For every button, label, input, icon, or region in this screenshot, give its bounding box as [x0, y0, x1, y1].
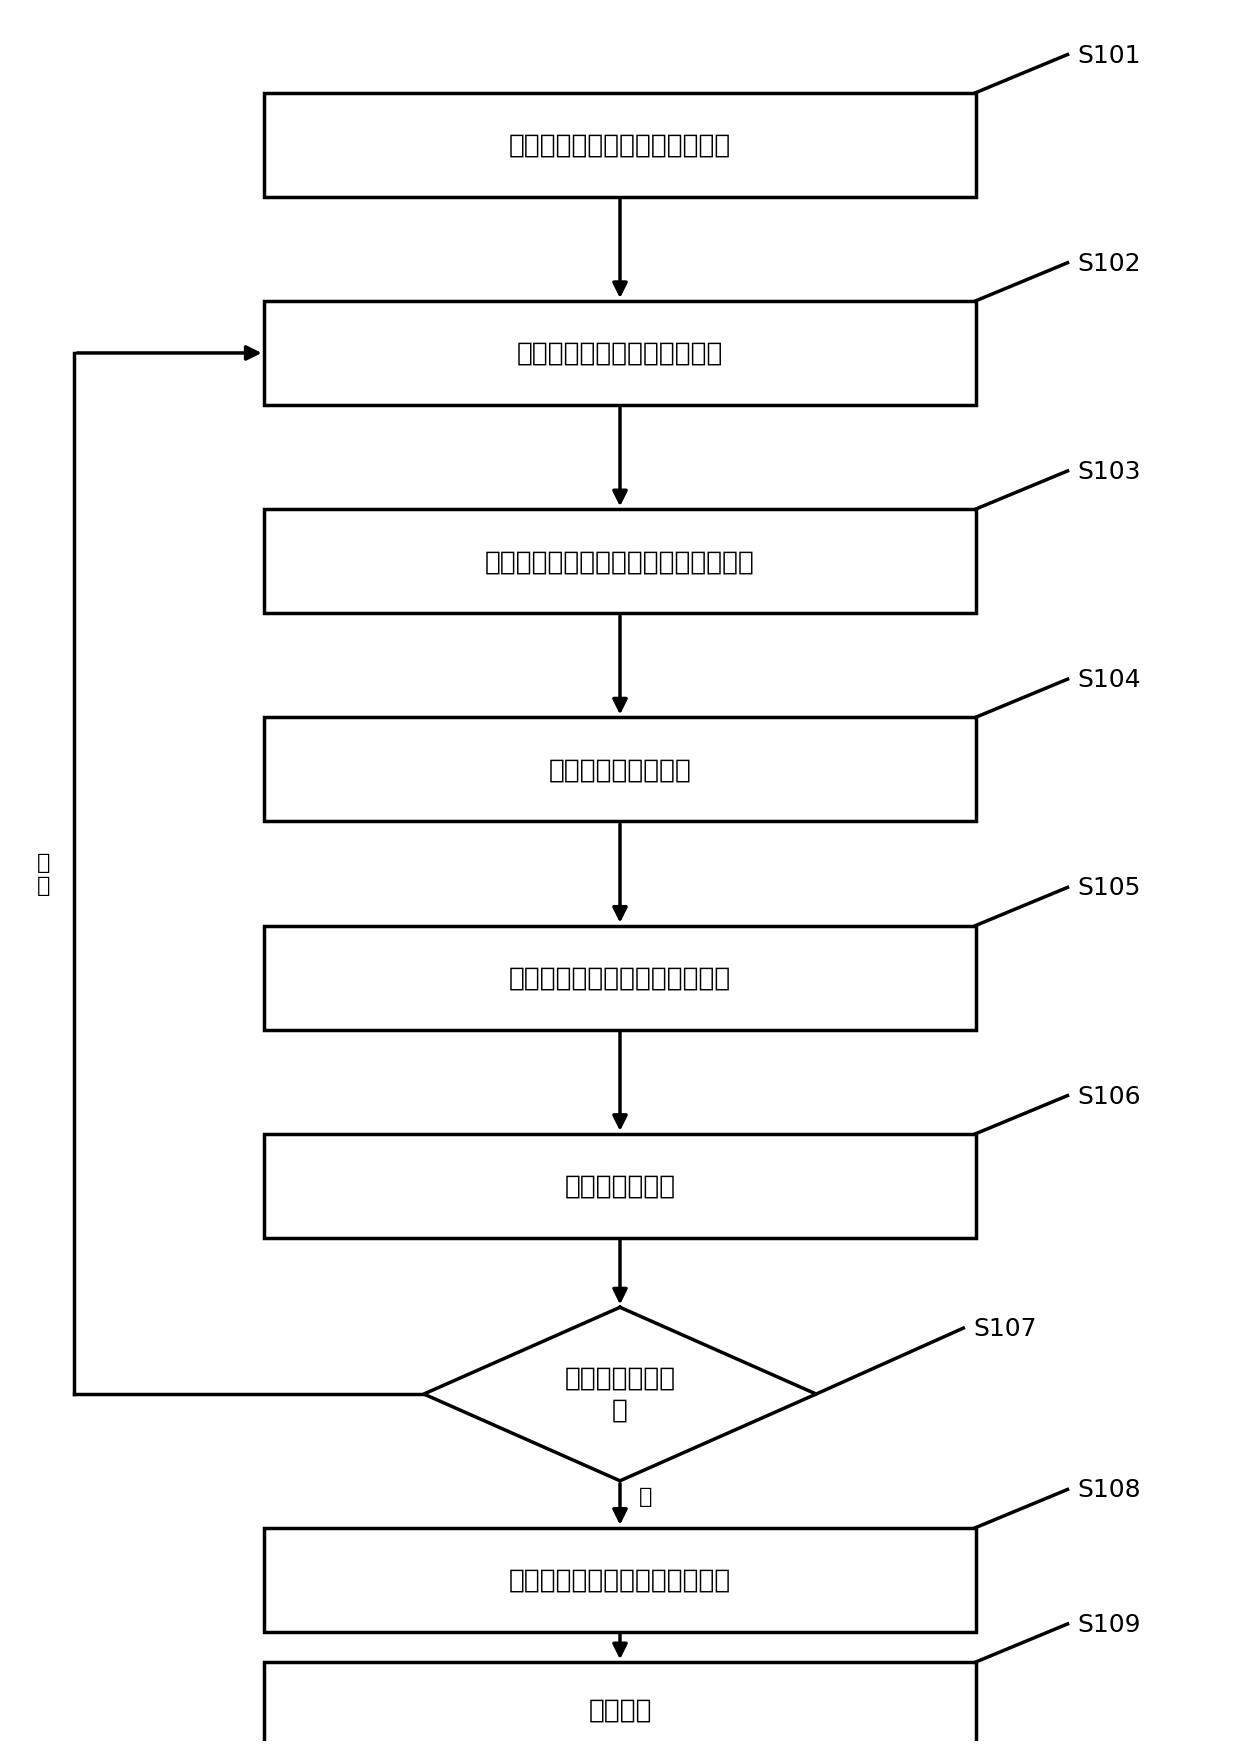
Text: S103: S103 — [1078, 460, 1141, 484]
FancyBboxPatch shape — [264, 1662, 976, 1748]
FancyBboxPatch shape — [264, 1134, 976, 1238]
Text: S108: S108 — [1078, 1477, 1141, 1502]
Text: 将上次计算的窗口数据复制到当前窗口: 将上次计算的窗口数据复制到当前窗口 — [485, 549, 755, 575]
Text: 输出结果: 输出结果 — [588, 1697, 652, 1724]
FancyBboxPatch shape — [264, 302, 976, 406]
Text: S102: S102 — [1078, 252, 1141, 276]
FancyBboxPatch shape — [264, 94, 976, 198]
Text: 滑到下一个窗口并进行初始化: 滑到下一个窗口并进行初始化 — [517, 341, 723, 367]
Text: 没
有: 没 有 — [37, 853, 51, 895]
FancyBboxPatch shape — [264, 926, 976, 1030]
Text: S107: S107 — [973, 1316, 1037, 1341]
Text: 移除失效的采样数据: 移除失效的采样数据 — [548, 757, 692, 783]
Text: S105: S105 — [1078, 876, 1141, 900]
Text: 所有数据计算完
毕: 所有数据计算完 毕 — [564, 1365, 676, 1423]
FancyBboxPatch shape — [264, 510, 976, 614]
Text: 计算该次采样的误差和置信区间: 计算该次采样的误差和置信区间 — [508, 1566, 732, 1592]
Polygon shape — [424, 1308, 816, 1481]
Text: 计算窗口函数值: 计算窗口函数值 — [564, 1173, 676, 1199]
Text: S101: S101 — [1078, 44, 1141, 68]
Text: 对于窗口中新增的数据进行采样: 对于窗口中新增的数据进行采样 — [508, 965, 732, 991]
FancyBboxPatch shape — [264, 718, 976, 822]
Text: 对表格中的数据进行分区和排序: 对表格中的数据进行分区和排序 — [508, 133, 732, 159]
FancyBboxPatch shape — [264, 1528, 976, 1633]
Text: 是: 是 — [639, 1486, 652, 1505]
Text: S104: S104 — [1078, 668, 1141, 692]
Text: S109: S109 — [1078, 1612, 1141, 1636]
Text: S106: S106 — [1078, 1084, 1141, 1108]
